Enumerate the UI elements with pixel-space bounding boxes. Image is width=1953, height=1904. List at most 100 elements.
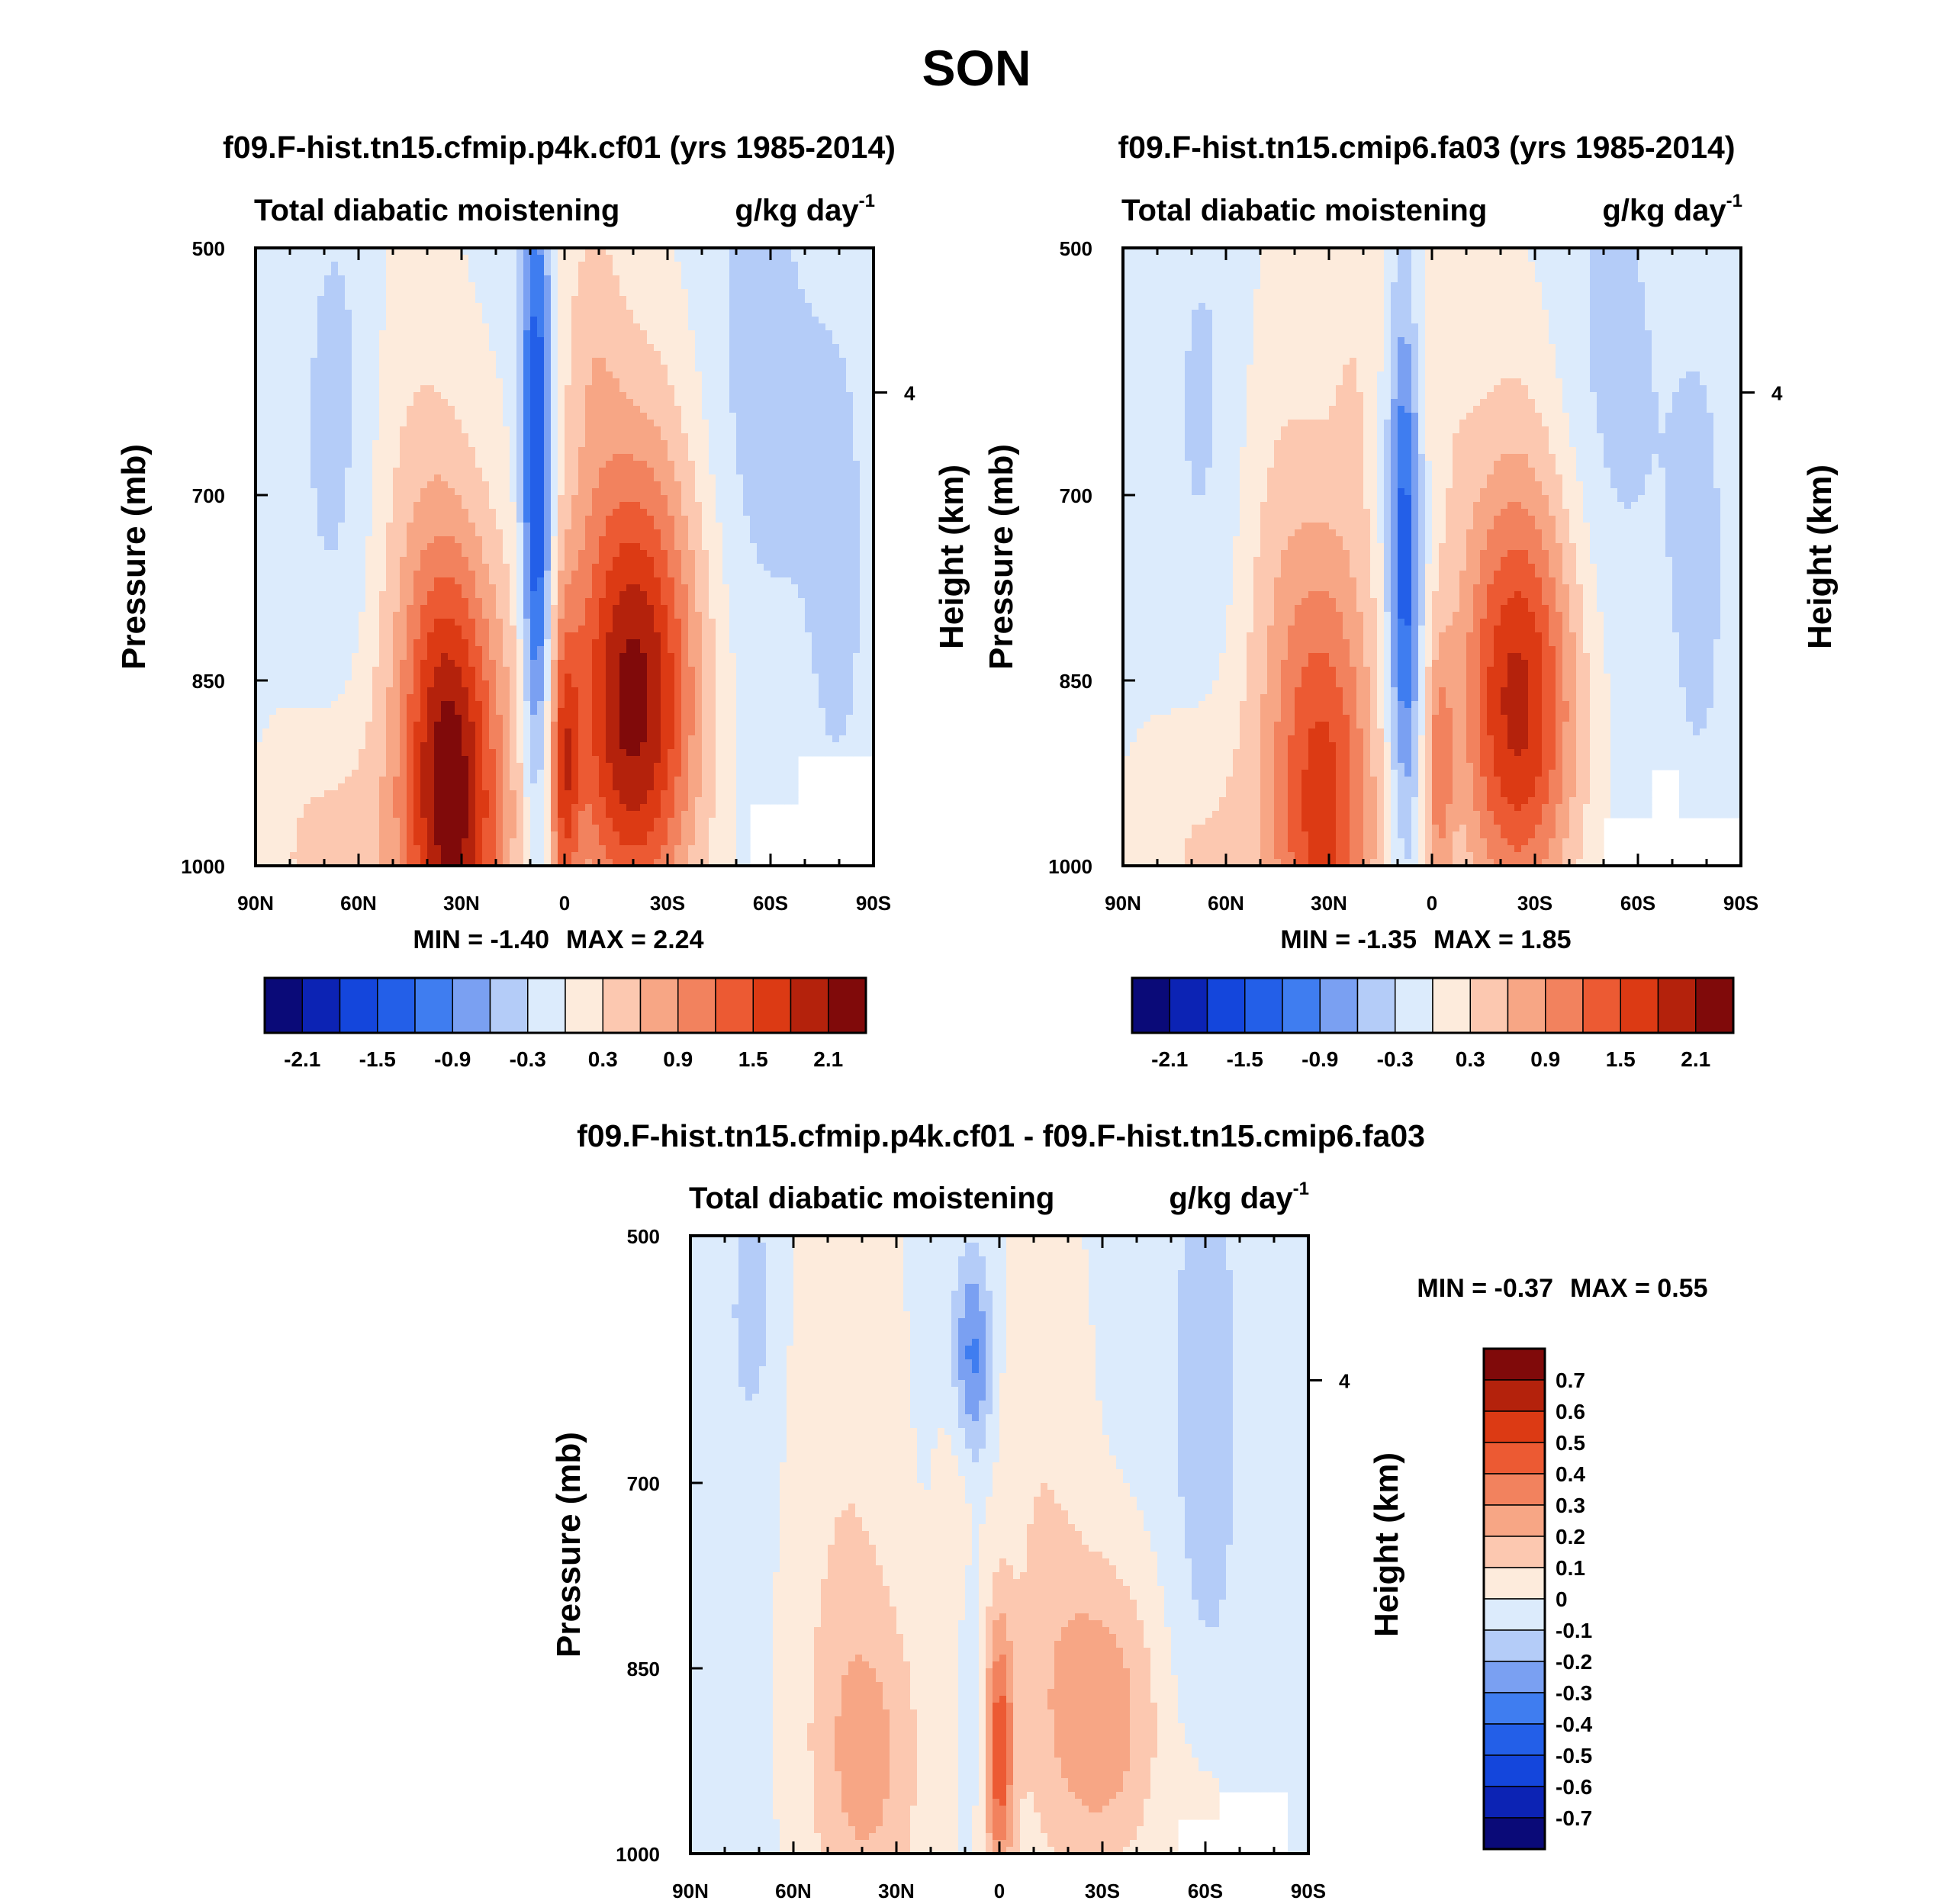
contour-cell: [297, 584, 304, 592]
contour-cell: [386, 406, 394, 413]
contour-cell: [565, 461, 572, 468]
contour-cell: [654, 619, 661, 626]
contour-cell: [413, 330, 421, 338]
contour-cell: [668, 461, 675, 468]
contour-cell: [599, 543, 606, 551]
contour-cell: [304, 378, 311, 386]
contour-cell: [544, 529, 552, 537]
contour-cell: [462, 420, 469, 427]
contour-cell: [441, 365, 449, 372]
contour-cell: [372, 598, 380, 606]
contour-cell: [537, 509, 545, 516]
contour-cell: [668, 317, 675, 324]
contour-cell: [839, 426, 847, 434]
contour-cell: [468, 474, 476, 482]
contour-cell: [832, 557, 840, 564]
contour-cell: [290, 365, 298, 372]
contour-cell: [400, 502, 407, 510]
contour-cell: [551, 365, 558, 372]
contour-cell: [407, 619, 414, 626]
contour-cell: [475, 420, 483, 427]
contour-cell: [592, 303, 600, 310]
contour-cell: [427, 351, 435, 359]
contour-cell: [812, 612, 819, 619]
contour-cell: [832, 564, 840, 571]
contour-cell: [551, 536, 558, 544]
contour-cell: [558, 454, 565, 462]
contour-cell: [709, 516, 716, 523]
contour-cell: [571, 619, 579, 626]
contour-cell: [400, 296, 407, 304]
contour-cell: [379, 481, 387, 489]
contour-cell: [640, 516, 648, 523]
contour-cell: [523, 426, 531, 434]
contour-cell: [633, 488, 641, 496]
contour-cell: [338, 255, 346, 262]
contour-cell: [805, 488, 812, 496]
contour-cell: [668, 337, 675, 345]
contour-cell: [585, 317, 593, 324]
contour-cell: [317, 523, 325, 530]
contour-cell: [345, 426, 352, 434]
contour-cell: [654, 330, 661, 338]
contour-cell: [668, 344, 675, 352]
contour-cell: [290, 571, 298, 578]
contour-cell: [599, 502, 606, 510]
contour-cell: [674, 612, 682, 619]
contour-cell: [400, 495, 407, 503]
contour-cell: [379, 516, 387, 523]
contour-cell: [544, 591, 552, 599]
contour-cell: [379, 605, 387, 613]
contour-cell: [633, 426, 641, 434]
contour-cell: [702, 351, 709, 359]
contour-cell: [413, 564, 421, 571]
contour-cell: [455, 317, 462, 324]
contour-cell: [475, 385, 483, 393]
contour-cell: [626, 605, 634, 613]
contour-cell: [310, 255, 318, 262]
contour-cell: [791, 317, 799, 324]
contour-cell: [462, 310, 469, 317]
contour-cell: [613, 495, 620, 503]
contour-cell: [647, 378, 655, 386]
contour-cell: [551, 488, 558, 496]
contour-cell: [832, 440, 840, 448]
contour-cell: [317, 454, 325, 462]
contour-cell: [523, 584, 531, 592]
contour-cell: [510, 296, 517, 304]
contour-cell: [784, 371, 792, 379]
contour-cell: [530, 262, 538, 269]
contour-cell: [812, 481, 819, 489]
contour-cell: [290, 605, 298, 613]
contour-cell: [516, 337, 524, 345]
contour-cell: [825, 282, 833, 290]
contour-cell: [475, 612, 483, 619]
contour-cell: [688, 399, 696, 407]
contour-cell: [544, 378, 552, 386]
contour-cell: [784, 577, 792, 585]
contour-cell: [647, 303, 655, 310]
contour-cell: [448, 584, 455, 592]
contour-cell: [736, 337, 744, 345]
contour-cell: [565, 468, 572, 475]
contour-cell: [317, 262, 325, 269]
contour-cell: [819, 406, 826, 413]
contour-cell: [537, 481, 545, 489]
contour-cell: [750, 564, 758, 571]
contour-cell: [283, 310, 291, 317]
contour-cell: [331, 598, 339, 606]
contour-cell: [434, 282, 442, 290]
contour-cell: [441, 481, 449, 489]
contour-cell: [420, 275, 428, 283]
contour-cell: [324, 275, 332, 283]
contour-cell: [626, 550, 634, 558]
contour-cell: [805, 371, 812, 379]
contour-cell: [647, 536, 655, 544]
contour-cell: [812, 523, 819, 530]
contour-cell: [860, 413, 867, 420]
contour-cell: [688, 426, 696, 434]
contour-cell: [764, 262, 771, 269]
contour-cell: [860, 426, 867, 434]
contour-cell: [393, 474, 401, 482]
contour-cell: [571, 468, 579, 475]
